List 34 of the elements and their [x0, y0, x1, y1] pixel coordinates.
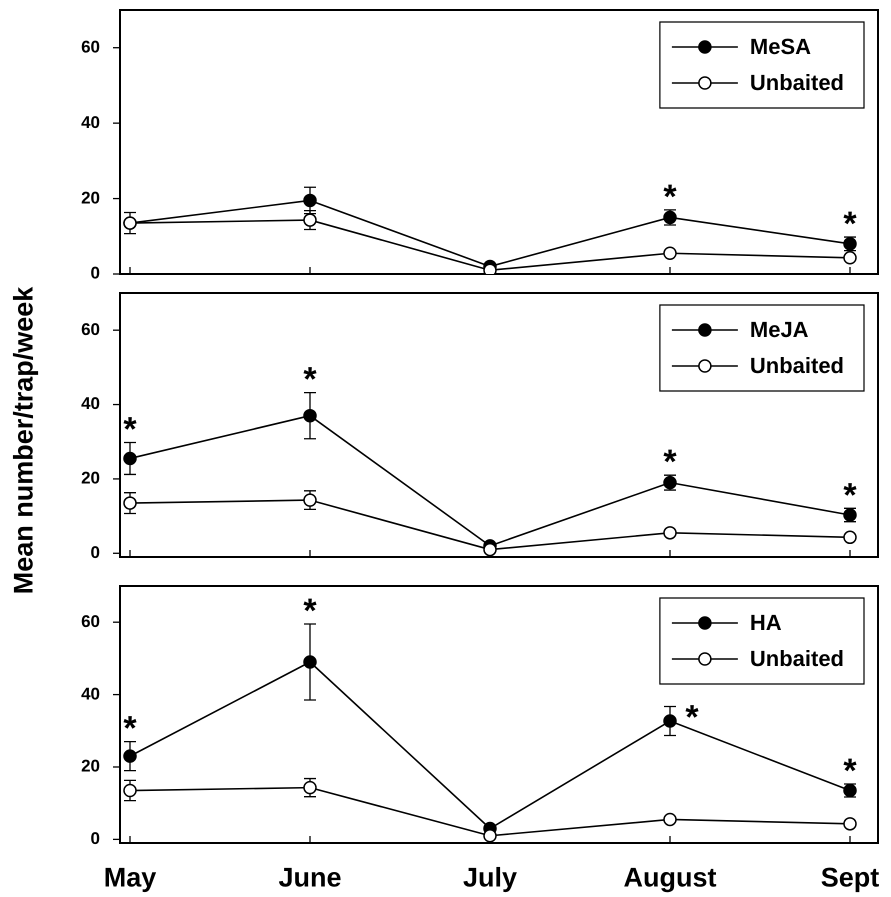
x-tick-label: July — [462, 862, 518, 893]
y-axis-title: Mean number/trap/week — [8, 286, 40, 594]
y-tick-label: 60 — [81, 320, 100, 339]
legend-label: HA — [750, 610, 782, 636]
x-tick-label: May — [104, 862, 156, 893]
legend-label: Unbaited — [750, 353, 844, 378]
y-tick-label: 0 — [90, 829, 100, 848]
annotation: * — [123, 710, 138, 748]
annotation: * — [843, 752, 858, 790]
annotation: * — [685, 698, 700, 737]
x-tick-label: Sept — [820, 862, 880, 893]
y-tick-label: 60 — [81, 612, 100, 631]
y-tick-label: 40 — [81, 112, 100, 132]
y-tick-label: 20 — [81, 756, 100, 776]
annotation: * — [843, 205, 858, 244]
y-tick-label: 40 — [81, 394, 100, 414]
y-tick-label: 60 — [81, 37, 100, 56]
annotation: * — [123, 410, 138, 448]
legend-label: Unbaited — [750, 70, 844, 96]
y-tick-label: 20 — [81, 188, 100, 208]
annotation: * — [663, 178, 678, 216]
y-tick-label: 20 — [81, 468, 100, 488]
y-tick-label: 40 — [81, 684, 100, 704]
y-tick-label: 0 — [90, 264, 100, 283]
y-tick-label: 0 — [90, 542, 100, 562]
annotation: * — [303, 360, 318, 399]
annotation: * — [303, 592, 318, 630]
x-tick-label: August — [624, 862, 716, 893]
legend-label: Unbaited — [750, 646, 844, 672]
annotation: * — [843, 476, 858, 514]
legend-label: MeSA — [750, 34, 812, 60]
legend-label: MeJA — [750, 317, 809, 342]
x-tick-label: June — [278, 862, 342, 893]
annotation: * — [663, 443, 678, 482]
